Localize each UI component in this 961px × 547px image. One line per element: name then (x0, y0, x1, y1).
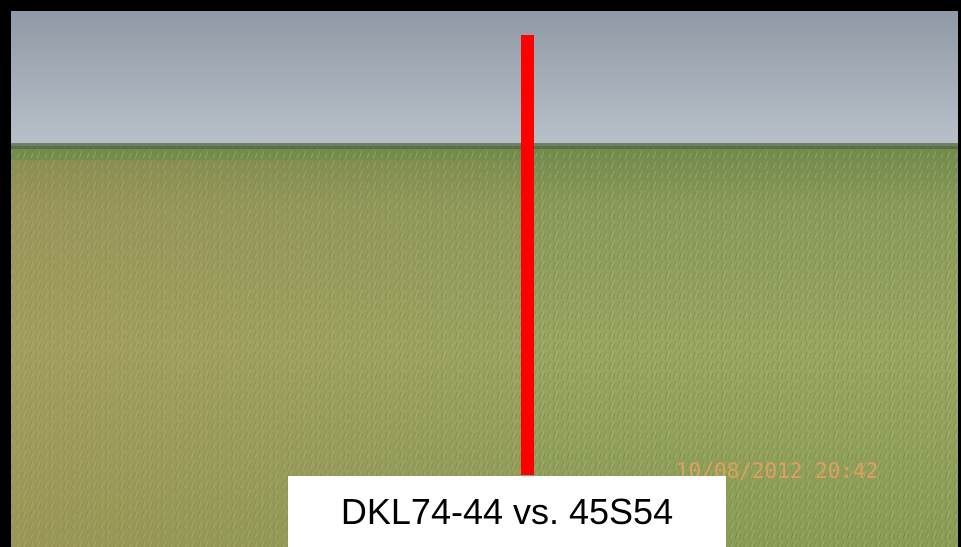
horizon (11, 143, 958, 149)
caption-box (288, 476, 726, 547)
caption: DKL74-44 vs. 45S54 (341, 491, 673, 532)
divider-line (521, 35, 534, 475)
